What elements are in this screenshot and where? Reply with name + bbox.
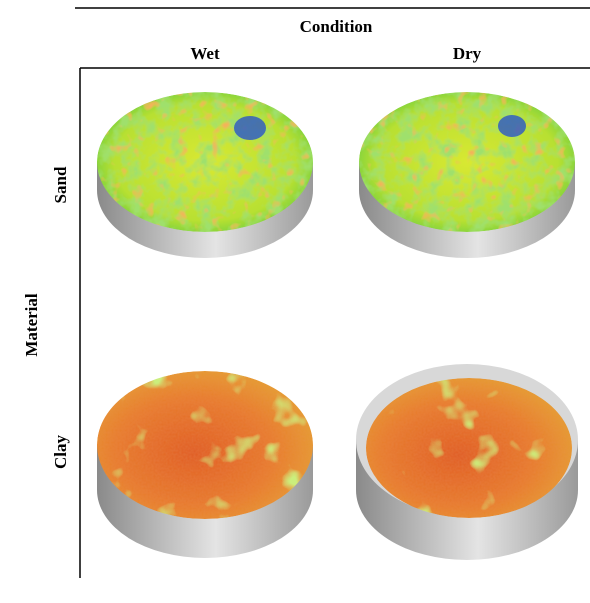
surface-feature (234, 116, 266, 140)
column-group-title: Condition (300, 17, 373, 36)
figure: Condition Wet Dry Material Sand Clay (0, 0, 590, 598)
surface (97, 371, 313, 519)
sample-sand-wet (97, 92, 313, 258)
surface-feature (498, 115, 526, 137)
row-label: Sand (51, 166, 70, 203)
sample-clay-dry (356, 364, 578, 560)
column-label: Dry (453, 44, 482, 63)
surface (97, 92, 313, 232)
surface (366, 378, 572, 518)
sample-clay-wet (97, 371, 313, 558)
row-label: Clay (51, 435, 70, 470)
surface (359, 92, 575, 232)
row-group-title: Material (22, 293, 41, 357)
page: Condition Wet Dry Material Sand Clay (()… (0, 0, 590, 598)
sample-sand-dry (359, 92, 575, 258)
column-label: Wet (190, 44, 220, 63)
